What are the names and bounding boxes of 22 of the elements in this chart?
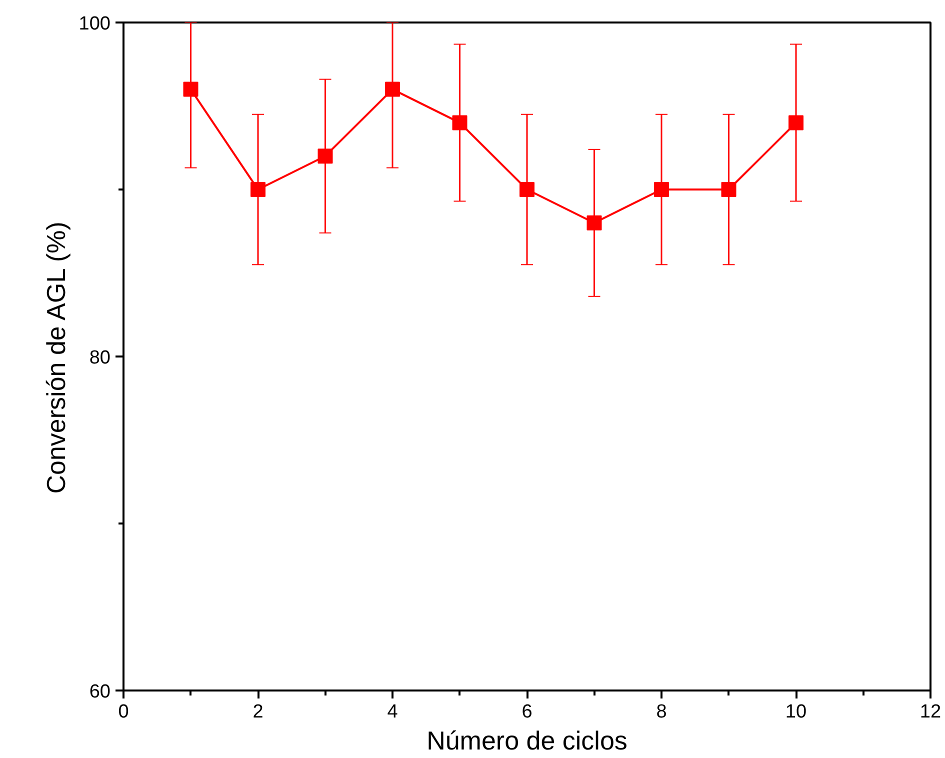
x-tick-label: 2 <box>252 702 264 722</box>
point <box>721 182 736 197</box>
point <box>654 182 669 197</box>
point <box>250 182 266 197</box>
point <box>385 82 400 97</box>
point <box>788 115 804 130</box>
point <box>183 82 198 97</box>
y-tick-label: 60 <box>89 682 111 702</box>
x-tick-label: 8 <box>656 702 667 722</box>
x-axis-title: Número de ciclos <box>426 726 628 756</box>
point <box>318 148 333 164</box>
x-tick-label: 0 <box>118 702 129 722</box>
x-tick-label: 4 <box>387 702 398 722</box>
y-tick-label: 100 <box>78 14 110 34</box>
x-tick-label: 10 <box>785 702 807 722</box>
y-axis-title: Conversión de AGL (%) <box>40 222 71 494</box>
x-tick-label: 6 <box>522 702 532 722</box>
point <box>452 115 468 130</box>
y-tick-label: 80 <box>89 348 111 368</box>
point <box>586 215 602 230</box>
point <box>520 182 534 197</box>
x-tick-label: 12 <box>920 702 942 722</box>
